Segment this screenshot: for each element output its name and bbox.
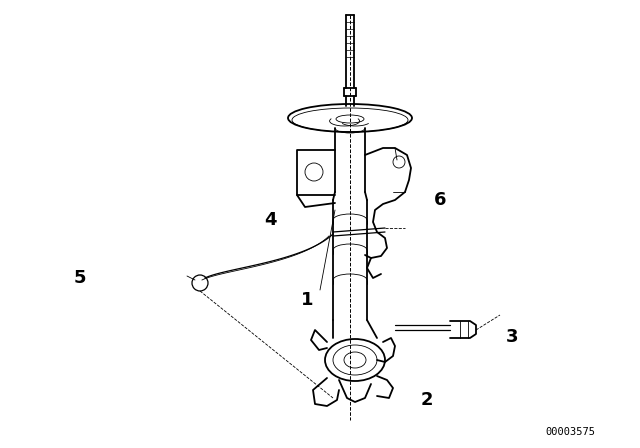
Text: 4: 4 <box>264 211 276 229</box>
Text: 6: 6 <box>434 191 446 209</box>
Text: 00003575: 00003575 <box>545 427 595 437</box>
Text: 2: 2 <box>420 391 433 409</box>
Text: 1: 1 <box>301 291 313 309</box>
Text: 3: 3 <box>506 328 518 346</box>
Text: 5: 5 <box>74 269 86 287</box>
